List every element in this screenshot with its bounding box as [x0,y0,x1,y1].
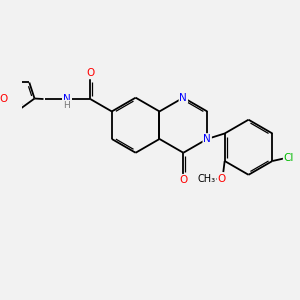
Text: O: O [179,175,188,185]
Text: N: N [179,93,187,103]
Text: H: H [64,100,70,109]
Text: N: N [63,94,71,104]
Text: CH₃: CH₃ [198,174,216,184]
Text: O: O [86,68,94,78]
Text: Cl: Cl [284,153,294,163]
Text: O: O [0,94,7,103]
Text: O: O [218,174,226,184]
Text: N: N [203,134,211,144]
